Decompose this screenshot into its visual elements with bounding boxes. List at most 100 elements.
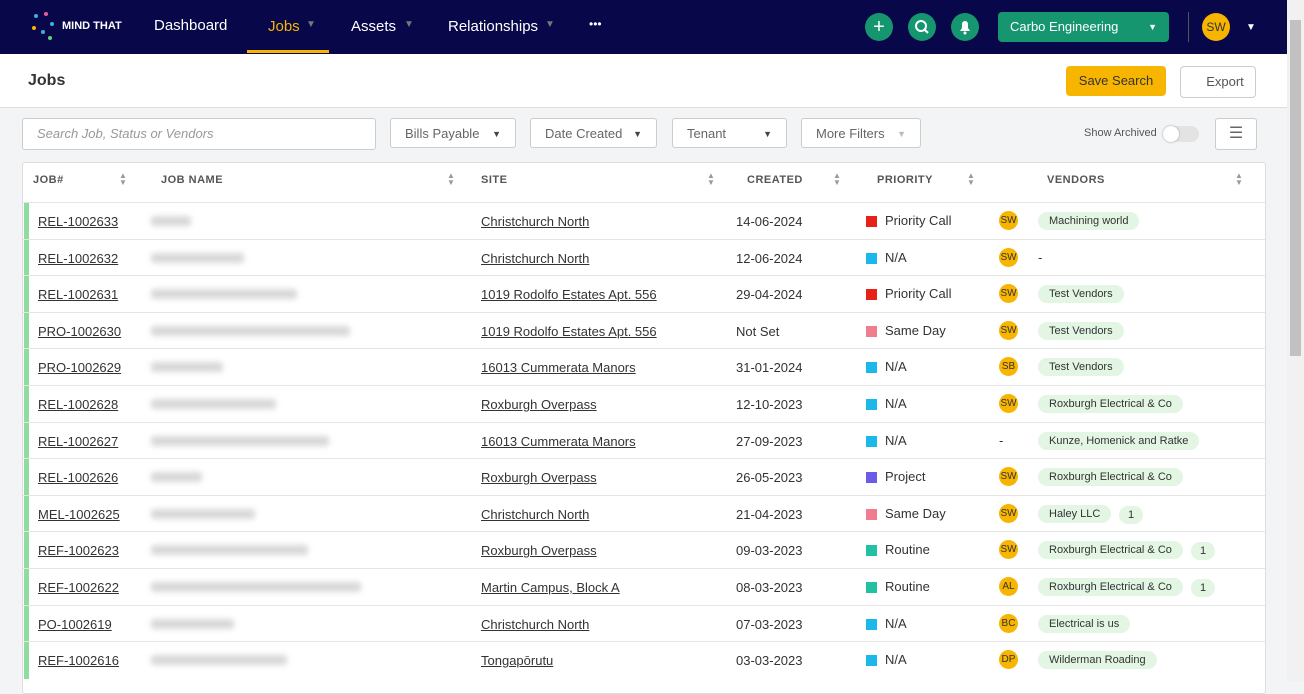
site-link[interactable]: Roxburgh Overpass [481, 397, 597, 412]
archived-toggle[interactable] [1163, 126, 1199, 142]
vendor-pill[interactable]: Roxburgh Electrical & Co [1038, 578, 1183, 596]
table-row: PO-1002619 Christchurch North 07-03-2023 N/… [23, 604, 1265, 643]
job-link[interactable]: REL-1002633 [38, 214, 119, 229]
site-link[interactable]: 16013 Cummerata Manors [481, 433, 636, 449]
vendor-count[interactable]: 1 [1191, 542, 1216, 561]
site-link[interactable]: Christchurch North [481, 250, 590, 266]
job-link[interactable]: REL-1002632 [38, 250, 119, 266]
job-link[interactable]: PO-1002619 [38, 616, 112, 632]
vendor-pill[interactable]: Roxburgh Electrical & Co [1038, 541, 1183, 560]
sort-icon[interactable]: ▲ ▼ [833, 171, 841, 187]
nav-item[interactable]: Jobs [268, 18, 300, 35]
priority-swatch [866, 399, 877, 410]
assignee-avatar: SW [999, 320, 1018, 340]
add-button[interactable]: + [865, 13, 893, 41]
notification-button[interactable] [951, 13, 979, 41]
site-link[interactable]: Tongapōrutu [481, 653, 554, 669]
vendor-count[interactable]: 1 [1119, 505, 1144, 524]
job-link[interactable]: REF-1002623 [38, 543, 119, 559]
column-toggle[interactable]: ☰ [1215, 118, 1257, 150]
vendor-pill[interactable]: Roxburgh Electrical & Co [1038, 468, 1183, 487]
caret: ▼ [492, 129, 501, 139]
table-row: REL-1002627 16013 Cummerata Manors 27-09-2… [23, 421, 1265, 460]
row-status-bar [24, 276, 29, 314]
nav-item[interactable]: Relationships [448, 18, 539, 35]
company-select[interactable]: Carbo Engineering ▼ [998, 12, 1169, 42]
vendor-pill[interactable]: Test Vendors [1038, 321, 1124, 340]
job-link[interactable]: REF-1002622 [38, 580, 119, 595]
job-link[interactable]: REF-1002616 [38, 653, 119, 669]
column-header[interactable]: CREATED [747, 174, 803, 186]
job-link[interactable]: PRO-1002630 [38, 323, 122, 339]
created-date: Not Set [736, 323, 780, 339]
sort-icon[interactable]: ▲ ▼ [967, 171, 975, 187]
site-link[interactable]: Christchurch North [481, 506, 590, 522]
site-link[interactable]: Christchurch North [481, 616, 590, 632]
site-link[interactable]: 1019 Rodolfo Estates Apt. 556 [481, 287, 657, 303]
created-date: 12-06-2024 [736, 250, 803, 266]
job-name-redacted [151, 435, 329, 446]
table-row: MEL-1002625 Christchurch North 21-04-2023 S… [23, 494, 1265, 533]
active-indicator [247, 50, 329, 53]
vendor-pill[interactable]: Test Vendors [1038, 358, 1124, 377]
site-link[interactable]: 16013 Cummerata Manors [481, 360, 636, 376]
site-link[interactable]: Roxburgh Overpass [481, 470, 597, 486]
nav-item[interactable]: Dashboard [154, 17, 228, 34]
job-link[interactable]: PRO-1002629 [38, 360, 122, 376]
row-status-bar [24, 605, 29, 643]
job-link[interactable]: REL-1002626 [38, 470, 119, 486]
vendor-count[interactable]: 1 [1191, 579, 1216, 597]
filter-dropdown[interactable]: Date Created ▼ [530, 118, 657, 148]
created-date: 27-09-2023 [736, 433, 803, 449]
sort-icon[interactable]: ▲ ▼ [447, 171, 455, 187]
job-link[interactable]: REL-1002628 [38, 397, 119, 412]
column-header[interactable]: VENDORS [1047, 174, 1105, 186]
column-header[interactable]: JOB NAME [161, 174, 224, 186]
filter-dropdown[interactable]: More Filters ▼ [801, 118, 921, 148]
sort-icon[interactable]: ▲ ▼ [1235, 171, 1243, 187]
created-date: 08-03-2023 [736, 580, 803, 595]
table-row: PRO-1002630 1019 Rodolfo Estates Apt. 556… [23, 311, 1265, 350]
sort-icon[interactable]: ▲ ▼ [119, 171, 127, 187]
save-search-button[interactable]: Save Search [1066, 66, 1166, 96]
vendor-pill[interactable]: Kunze, Homenick and Ratke [1038, 431, 1200, 450]
job-name-redacted [151, 618, 234, 629]
caret: ▼ [763, 129, 772, 139]
more-menu[interactable]: ••• [589, 17, 602, 31]
vendor-pill[interactable]: Electrical is us [1038, 614, 1131, 633]
priority-swatch [866, 289, 877, 301]
priority: Routine [885, 579, 930, 594]
vendor-pill[interactable]: Wilderman Roading [1038, 651, 1157, 670]
search-button[interactable] [908, 13, 936, 41]
vendor-pill[interactable]: Test Vendors [1038, 285, 1124, 304]
vendor-pill[interactable]: Roxburgh Electrical & Co [1038, 395, 1183, 413]
site-link[interactable]: Martin Campus, Block A [481, 580, 620, 595]
sort-icon[interactable]: ▲ ▼ [707, 171, 715, 187]
site-link[interactable]: 1019 Rodolfo Estates Apt. 556 [481, 323, 657, 339]
job-name-redacted [151, 252, 244, 263]
export-button[interactable]: Export [1180, 66, 1256, 98]
column-header[interactable]: JOB# [33, 174, 64, 186]
column-header[interactable]: SITE [481, 174, 508, 186]
created-date: 09-03-2023 [736, 543, 803, 559]
archived-label: Show Archived [1084, 127, 1157, 139]
priority: Same Day [885, 322, 946, 338]
search-input[interactable]: Search Job, Status or Vendors [22, 118, 376, 150]
job-link[interactable]: MEL-1002625 [38, 506, 120, 522]
priority-swatch [866, 216, 877, 227]
job-name-redacted [151, 325, 350, 336]
nav-item[interactable]: Assets [351, 18, 397, 35]
column-header[interactable]: PRIORITY [877, 174, 933, 186]
vendor-pill[interactable]: Machining world [1038, 212, 1140, 230]
user-avatar[interactable]: SW [1202, 13, 1230, 41]
priority: Routine [885, 542, 930, 558]
site-link[interactable]: Roxburgh Overpass [481, 543, 597, 559]
priority: N/A [885, 396, 907, 411]
table-row: REL-1002626 Roxburgh Overpass 26-05-2023 Pr… [23, 458, 1265, 497]
filter-dropdown[interactable]: Bills Payable ▼ [390, 118, 516, 148]
site-link[interactable]: Christchurch North [481, 214, 590, 229]
job-link[interactable]: REL-1002631 [38, 287, 119, 303]
job-link[interactable]: REL-1002627 [38, 433, 119, 449]
filter-dropdown[interactable]: Tenant ▼ [672, 118, 787, 148]
vendor-pill[interactable]: Haley LLC [1038, 504, 1112, 523]
